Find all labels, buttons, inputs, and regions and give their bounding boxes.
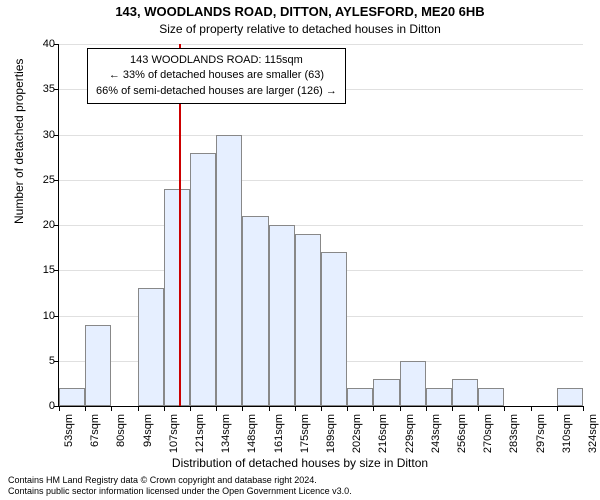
annotation-line1: 143 WOODLANDS ROAD: 115sqm [96,53,337,68]
x-tick-mark [295,406,296,411]
y-tick-label: 5 [29,355,55,367]
histogram-bar [85,325,111,406]
x-tick-label: 270sqm [482,414,494,453]
x-tick-mark [269,406,270,411]
histogram-bar [138,288,164,406]
y-tick-label: 25 [29,174,55,186]
x-tick-label: 67sqm [89,414,101,447]
y-axis-label: Number of detached properties [12,59,26,224]
x-tick-label: 283sqm [508,414,520,453]
x-tick-mark [59,406,60,411]
x-tick-mark [583,406,584,411]
x-axis-label: Distribution of detached houses by size … [0,456,600,470]
y-tick-label: 20 [29,219,55,231]
x-tick-mark [111,406,112,411]
y-tick-label: 30 [29,129,55,141]
x-tick-mark [504,406,505,411]
x-tick-mark [531,406,532,411]
x-tick-label: 134sqm [220,414,232,453]
histogram-bar [269,225,295,406]
annotation-box: 143 WOODLANDS ROAD: 115sqm ← 33% of deta… [87,48,346,104]
y-tick-label: 0 [29,400,55,412]
histogram-bar [557,388,583,406]
annotation-line2: ← 33% of detached houses are smaller (63… [96,68,337,83]
chart-subtitle: Size of property relative to detached ho… [0,22,600,36]
footer-line2: Contains public sector information licen… [8,486,592,498]
x-tick-mark [373,406,374,411]
x-tick-label: 189sqm [325,414,337,453]
x-tick-mark [242,406,243,411]
histogram-bar [242,216,268,406]
x-tick-mark [400,406,401,411]
grid-line [59,225,583,226]
histogram-bar [190,153,216,406]
x-tick-label: 310sqm [561,414,573,453]
histogram-bar [478,388,504,406]
x-tick-label: 175sqm [299,414,311,453]
x-tick-label: 216sqm [377,414,389,453]
y-tick-label: 40 [29,38,55,50]
histogram-bar [321,252,347,406]
x-tick-mark [164,406,165,411]
x-tick-mark [452,406,453,411]
y-tick-label: 35 [29,83,55,95]
y-tick-label: 15 [29,264,55,276]
x-tick-label: 94sqm [142,414,154,447]
x-tick-label: 229sqm [404,414,416,453]
x-tick-label: 121sqm [194,414,206,453]
x-tick-mark [347,406,348,411]
chart-title: 143, WOODLANDS ROAD, DITTON, AYLESFORD, … [0,4,600,19]
x-tick-label: 53sqm [63,414,75,447]
x-tick-mark [478,406,479,411]
chart-container: 143, WOODLANDS ROAD, DITTON, AYLESFORD, … [0,0,600,500]
x-tick-mark [85,406,86,411]
grid-line [59,135,583,136]
x-tick-label: 148sqm [246,414,258,453]
grid-line [59,180,583,181]
histogram-bar [216,135,242,407]
x-tick-mark [321,406,322,411]
footer: Contains HM Land Registry data © Crown c… [8,475,592,498]
histogram-bar [59,388,85,406]
x-tick-label: 256sqm [456,414,468,453]
y-tick-label: 10 [29,310,55,322]
histogram-bar [452,379,478,406]
x-tick-mark [190,406,191,411]
x-tick-mark [557,406,558,411]
x-tick-mark [426,406,427,411]
histogram-bar [373,379,399,406]
x-tick-label: 324sqm [587,414,599,453]
x-tick-label: 80sqm [115,414,127,447]
histogram-bar [400,361,426,406]
x-tick-label: 107sqm [168,414,180,453]
annotation-line3: 66% of semi-detached houses are larger (… [96,84,337,99]
x-tick-label: 297sqm [535,414,547,453]
histogram-bar [347,388,373,406]
x-tick-label: 161sqm [273,414,285,453]
histogram-bar [295,234,321,406]
x-tick-label: 202sqm [351,414,363,453]
grid-line [59,44,583,45]
x-tick-mark [216,406,217,411]
plot-area: 051015202530354053sqm67sqm80sqm94sqm107s… [58,44,583,407]
footer-line1: Contains HM Land Registry data © Crown c… [8,475,592,487]
x-tick-label: 243sqm [430,414,442,453]
histogram-bar [164,189,190,406]
x-tick-mark [138,406,139,411]
histogram-bar [426,388,452,406]
